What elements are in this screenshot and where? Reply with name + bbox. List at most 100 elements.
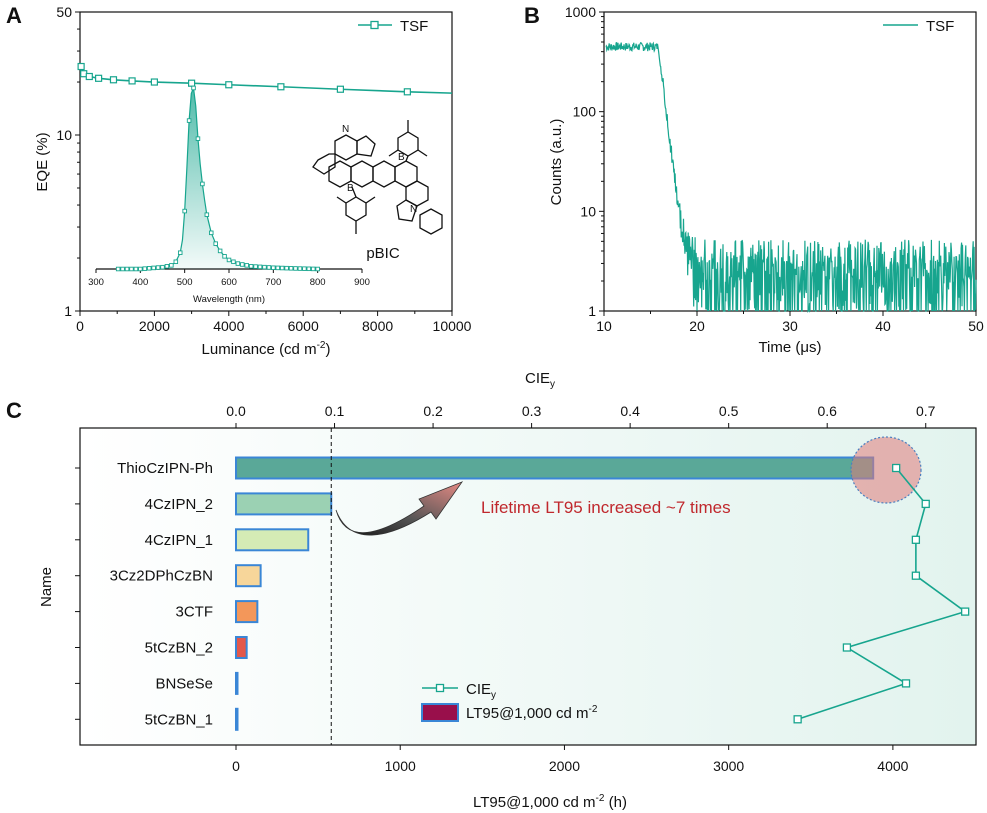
cie-line <box>797 467 967 721</box>
inset-marker <box>315 266 320 272</box>
chart-c-category-label: 4CzIPN_1 <box>145 532 213 549</box>
chart-c-top-xtick-label: 0.0 <box>226 403 246 419</box>
inset-marker <box>293 266 298 271</box>
inset-marker <box>297 266 303 271</box>
inset-marker <box>222 254 227 259</box>
molecule-n-top: N <box>342 124 349 135</box>
lt95-bar <box>235 492 333 516</box>
chart-c-annotation: Lifetime LT95 increased ~7 times <box>481 498 731 517</box>
inset-marker <box>209 230 214 236</box>
chart-c-category-label: 4CzIPN_2 <box>145 496 213 513</box>
chart-a-marker <box>109 76 118 84</box>
molecule-n-bottom: N <box>410 204 417 215</box>
chart-b-xlabel: Time (μs) <box>758 339 821 356</box>
chart-b-xtick-label: 10 <box>596 318 612 334</box>
chart-c-top-xlabel: CIEy <box>525 370 555 390</box>
inset-marker <box>173 259 179 265</box>
lt95-bar <box>235 707 239 731</box>
increase-arrow-icon <box>335 481 464 536</box>
inset-marker <box>231 259 236 265</box>
lt95-bar <box>235 528 310 552</box>
chart-c-top-xtick-label: 0.6 <box>817 403 837 419</box>
panel-label-c: C <box>6 398 22 423</box>
inset-marker <box>306 266 312 272</box>
chart-c-legend: CIEy LT95@1,000 cd m-2 <box>421 681 598 722</box>
chart-c-category-label: 5tCzBN_1 <box>145 711 213 728</box>
chart-a-marker <box>336 85 344 93</box>
chart-b-xtick-label: 40 <box>875 318 891 334</box>
chart-a-xtick-label: 2000 <box>139 318 170 334</box>
lt95-bar <box>235 600 259 624</box>
lt95-bar <box>235 456 875 480</box>
molecule-structure <box>312 120 443 235</box>
inset-marker <box>151 265 156 271</box>
chart-c-category-label: 3Cz2DPhCzBN <box>110 568 213 585</box>
lt95-bar <box>235 636 248 659</box>
inset-marker <box>248 264 254 269</box>
inset-xlabel: Wavelength (nm) <box>193 294 265 305</box>
chart-b-tsf-line <box>605 41 977 314</box>
chart-a-ylabel: EQE (%) <box>34 132 51 191</box>
chart-c-ylabel: Name <box>38 567 55 607</box>
chart-a-xtick-label: 0 <box>76 318 84 334</box>
inset-marker <box>142 266 148 271</box>
inset-marker <box>138 266 143 272</box>
inset-marker <box>310 266 316 272</box>
chart-c-xtick-label: 3000 <box>713 758 744 774</box>
inset-marker <box>164 264 170 269</box>
cie-marker <box>960 607 970 616</box>
inset-marker <box>257 264 263 270</box>
chart-c-category-label: 3CTF <box>176 604 214 621</box>
inset-marker <box>146 266 152 271</box>
inset-marker <box>133 266 139 272</box>
inset-marker <box>124 266 130 272</box>
chart-c-legend-cie: CIEy <box>466 681 496 701</box>
chart-c-frame <box>79 427 977 746</box>
cie-marker <box>911 571 921 580</box>
chart-a-xtick-label: 6000 <box>288 318 319 334</box>
chart-c-xtick-label: 1000 <box>385 758 416 774</box>
inset-marker <box>186 118 192 123</box>
inset-marker <box>191 85 196 91</box>
cie-marker <box>892 463 901 473</box>
inset-marker <box>288 266 294 271</box>
inset-marker <box>226 257 232 263</box>
inset-marker <box>195 136 201 141</box>
inset-marker <box>275 265 281 271</box>
chart-a-marker <box>77 62 85 71</box>
inset-xtick-label: 700 <box>265 277 281 288</box>
panel-label-a: A <box>6 3 22 28</box>
cie-marker <box>901 679 911 688</box>
chart-c-category-label: 5tCzBN_2 <box>145 640 213 657</box>
chart-c-top-xtick-label: 0.5 <box>719 403 739 419</box>
inset-marker <box>240 262 245 267</box>
inset-marker <box>266 265 272 270</box>
inset-marker <box>213 241 218 246</box>
inset-marker <box>262 264 267 270</box>
chart-b-xtick-label: 20 <box>689 318 705 334</box>
chart-a-marker <box>128 77 136 85</box>
chart-b-ytick-label: 1000 <box>565 4 596 20</box>
chart-a-legend: TSF <box>358 18 428 35</box>
chart-a-marker <box>85 72 93 81</box>
inset-marker <box>177 250 183 255</box>
inset-marker <box>182 208 187 214</box>
lt95-bar <box>235 564 262 588</box>
chart-b-legend-label: TSF <box>926 18 954 35</box>
chart-c-top-xtick-label: 0.1 <box>325 403 345 419</box>
chart-c-top-xtick-label: 0.4 <box>620 403 640 419</box>
molecule-b-left: B <box>347 183 354 194</box>
cie-marker <box>793 715 802 724</box>
chart-c-category-label: ThioCzIPN-Ph <box>117 460 213 477</box>
cie-marker <box>842 643 852 652</box>
chart-a-marker <box>225 81 233 89</box>
inset-xtick-label: 500 <box>177 277 193 288</box>
chart-a-ytick-label: 1 <box>64 303 72 319</box>
molecule-b-right: B <box>398 152 405 163</box>
molecule-label: pBIC <box>366 245 400 262</box>
inset-marker <box>155 265 161 270</box>
inset-marker <box>169 263 174 268</box>
inset-marker <box>279 265 285 271</box>
